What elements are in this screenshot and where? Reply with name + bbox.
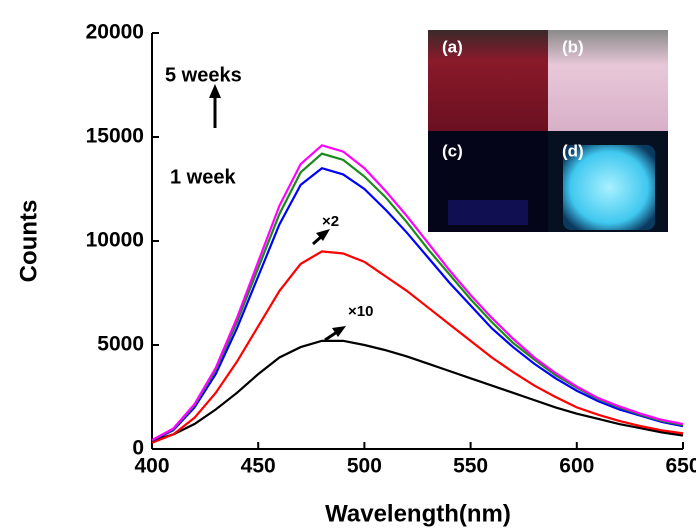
inset-label: (c) [442, 141, 463, 160]
arrow-head [332, 326, 346, 337]
arrow-head [209, 84, 221, 98]
x-tick-label: 600 [559, 455, 594, 478]
x-tick-label: 650 [665, 455, 696, 478]
annotation: ×10 [348, 303, 373, 320]
inset-label: (b) [562, 37, 584, 56]
x-tick-label: 550 [453, 455, 488, 478]
arrows [209, 84, 346, 342]
series-line [151, 339, 684, 442]
x-tick-label: 500 [347, 455, 382, 478]
inset-label: (d) [562, 141, 584, 160]
photo-a [428, 30, 548, 131]
y-tick-label: 5000 [97, 333, 144, 356]
y-axis-label: Counts [15, 200, 42, 283]
photo-b [548, 30, 668, 131]
arrow-head [316, 229, 330, 241]
annotation: 1 week [170, 166, 236, 188]
y-tick-label: 0 [132, 437, 144, 460]
series-line [151, 250, 684, 444]
arrow [324, 330, 338, 342]
y-tick-label: 20000 [86, 21, 144, 44]
photo-d-glow [563, 145, 655, 230]
annotation: 5 weeks [165, 64, 242, 86]
x-tick-label: 450 [241, 455, 276, 478]
series-line [151, 166, 684, 442]
series-line [151, 144, 684, 442]
inset-label: (a) [442, 37, 463, 56]
x-tick-label: 400 [134, 455, 169, 478]
y-tick-label: 15000 [86, 125, 144, 148]
photo-c-glow [448, 200, 528, 225]
inset-photos [428, 30, 668, 232]
x-axis-label: Wavelength(nm) [325, 500, 511, 527]
y-tick-label: 10000 [86, 229, 144, 252]
annotation: ×2 [322, 213, 339, 230]
